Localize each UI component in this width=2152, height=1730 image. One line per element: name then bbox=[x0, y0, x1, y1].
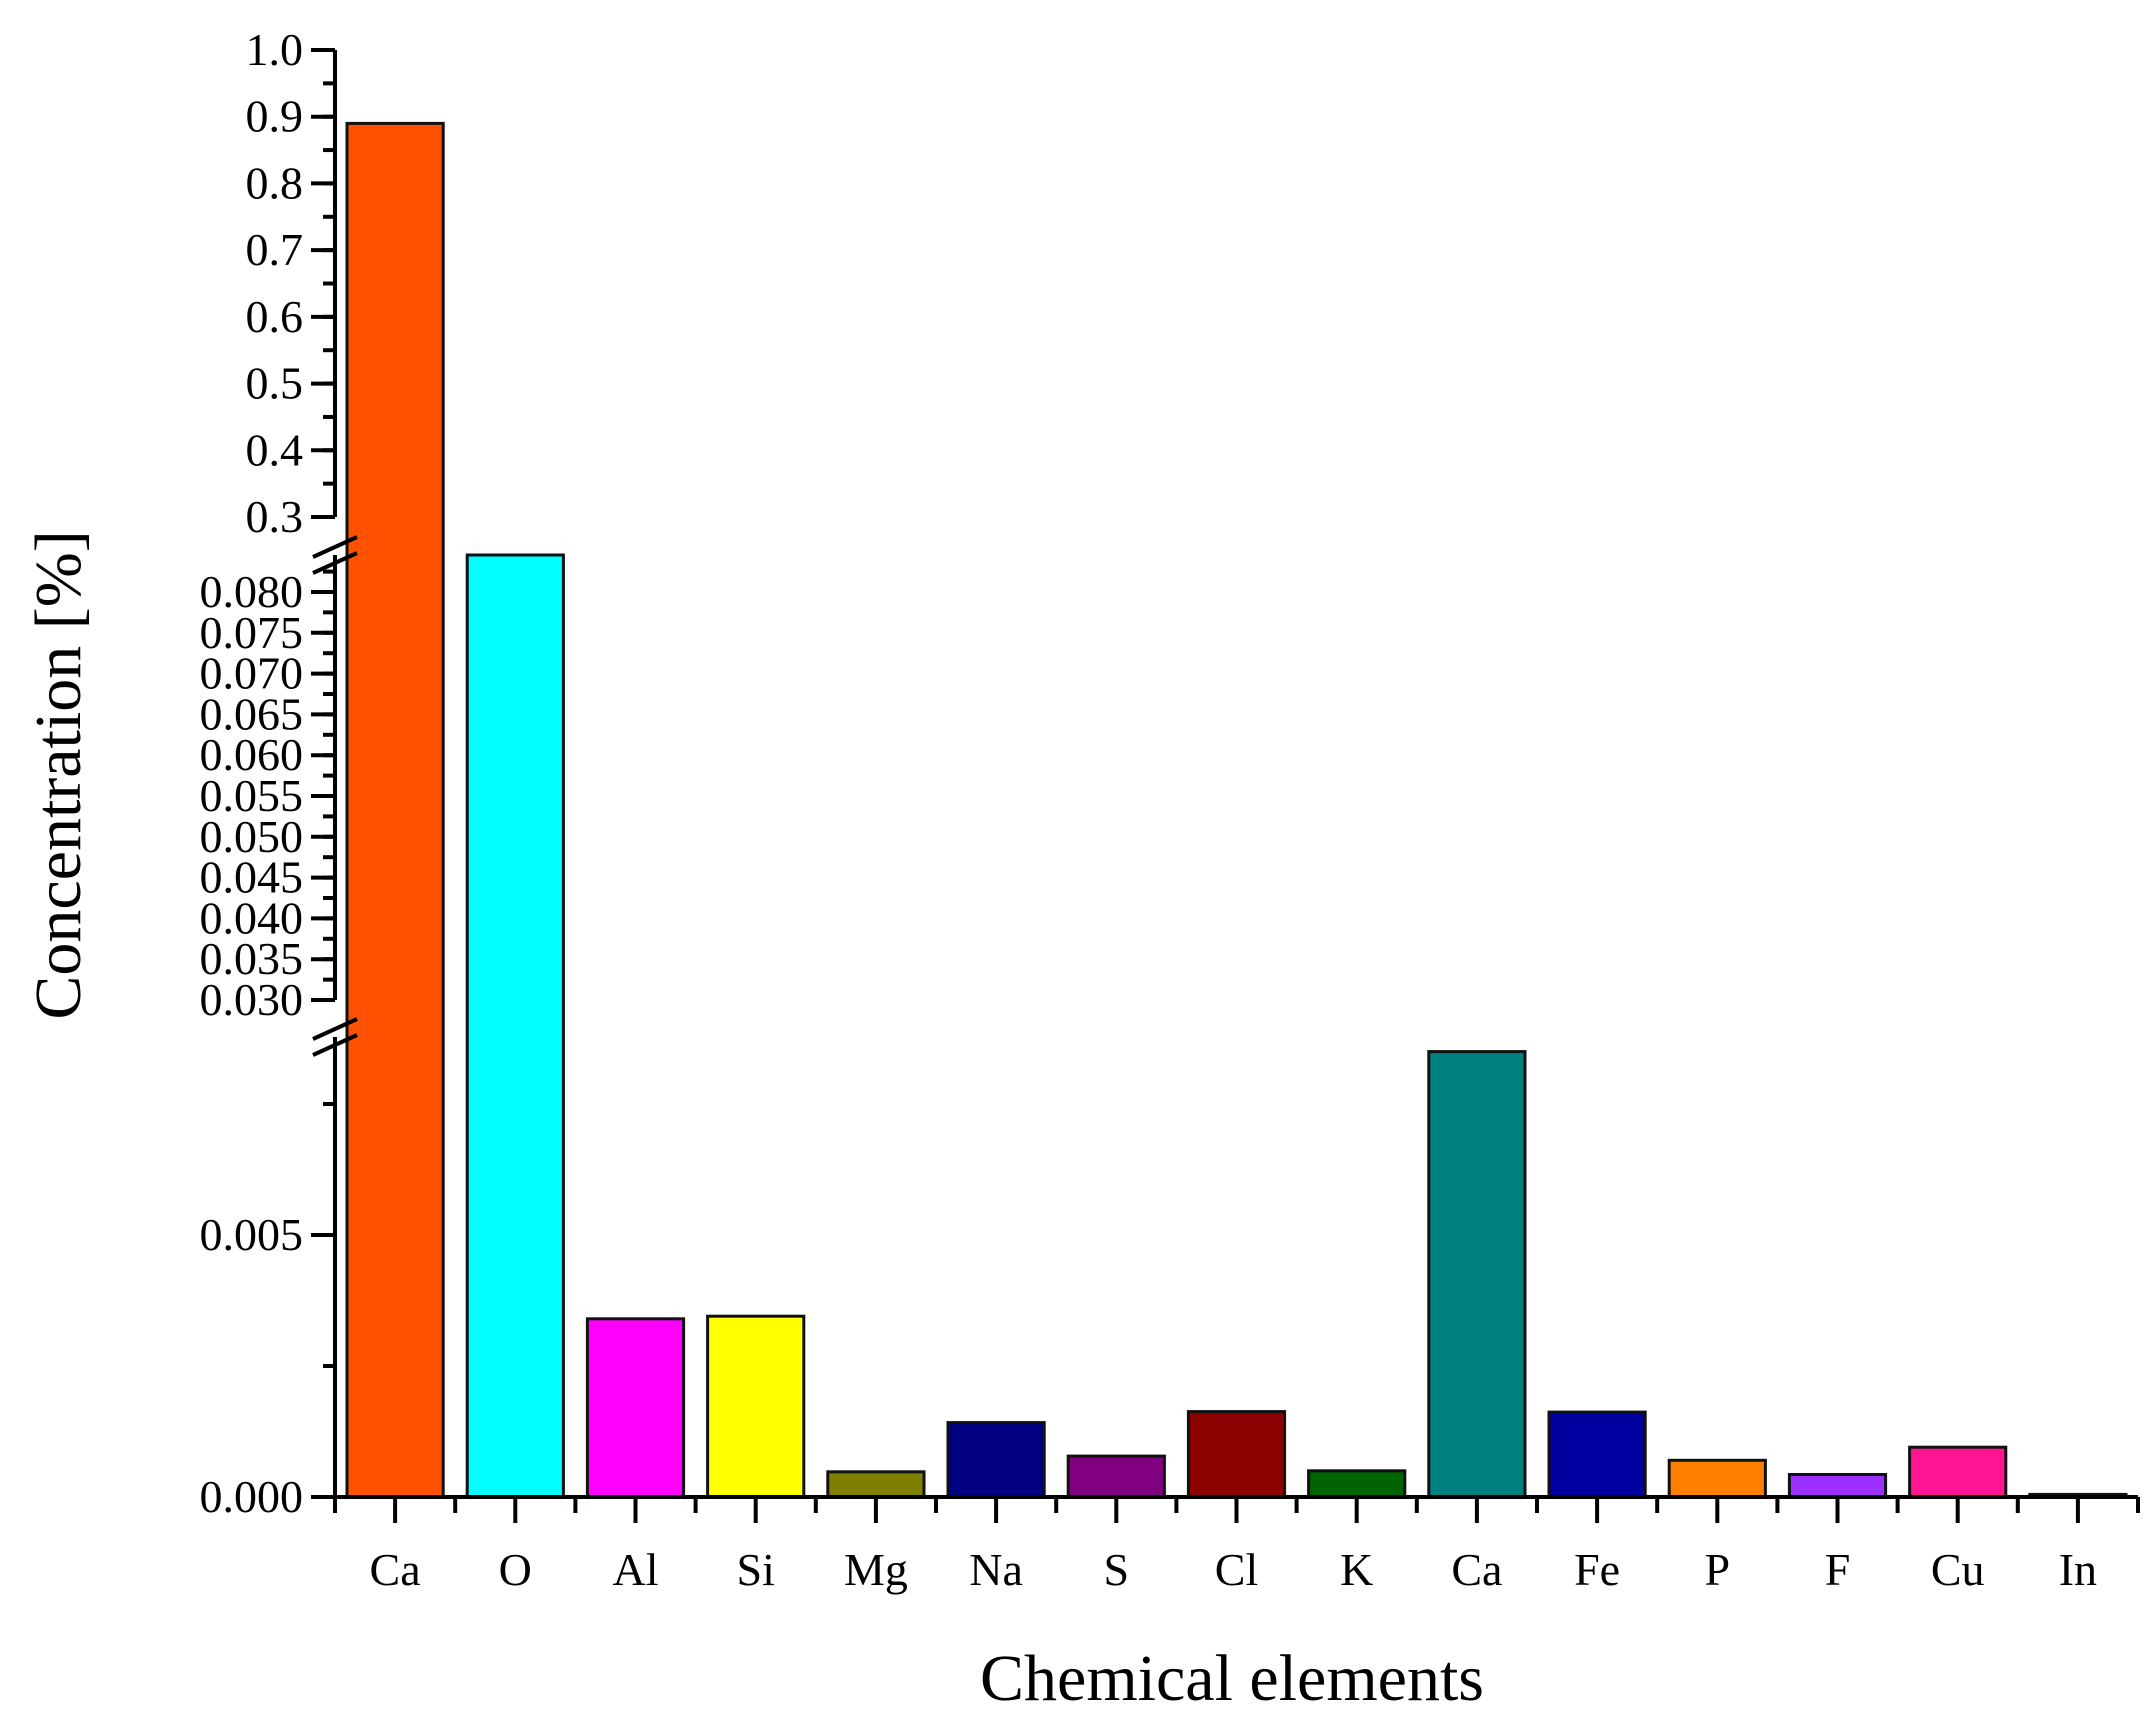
bar-si-3 bbox=[706, 1314, 806, 1499]
y-tick-label: 1.0 bbox=[246, 24, 304, 75]
y-tick-label: 0.065 bbox=[200, 688, 304, 739]
x-tick-label-k: K bbox=[1340, 1544, 1373, 1595]
x-tick-label-ca: Ca bbox=[1451, 1544, 1502, 1595]
bar-fe-10 bbox=[1547, 1410, 1647, 1499]
y-tick-label: 0.075 bbox=[200, 607, 304, 658]
y-tick-label: 0.040 bbox=[200, 892, 304, 943]
y-tick-label: 0.3 bbox=[246, 491, 304, 542]
x-tick-label-ca: Ca bbox=[370, 1544, 421, 1595]
y-tick-label: 0.4 bbox=[246, 424, 304, 475]
bar-k-8 bbox=[1307, 1469, 1407, 1499]
x-tick-label-p: P bbox=[1705, 1544, 1731, 1595]
axis-break-mark-0-0 bbox=[312, 1017, 358, 1041]
x-tick-label-s: S bbox=[1104, 1544, 1130, 1595]
x-tick-label-na: Na bbox=[969, 1544, 1023, 1595]
x-axis-title: Chemical elements bbox=[980, 1642, 1484, 1715]
y-tick-label: 0.050 bbox=[200, 811, 304, 862]
x-tick-label-mg: Mg bbox=[844, 1544, 908, 1595]
x-tick-label-o: O bbox=[499, 1544, 532, 1595]
bar-o-1 bbox=[465, 553, 565, 1499]
bar-cu-13 bbox=[1908, 1445, 2008, 1499]
bars-group bbox=[345, 121, 2128, 1499]
bar-ca-0 bbox=[345, 121, 445, 1499]
bar-cl-7 bbox=[1186, 1410, 1287, 1499]
y-tick-label: 0.035 bbox=[200, 933, 304, 984]
axes-group bbox=[312, 50, 2138, 1499]
x-tick-label-cl: Cl bbox=[1215, 1544, 1258, 1595]
axis-break-mark-1-0 bbox=[312, 535, 358, 559]
x-ticks-group: Ca O Al Si Mg Na S Cl K Ca Fe P F Cu In bbox=[333, 1497, 2140, 1595]
bar-al-2 bbox=[585, 1317, 686, 1499]
axis-break-mark-1-1 bbox=[312, 551, 358, 575]
y-ticks-group: 0.000 0.005 0.0300.0350.0400.0450.0500.055… bbox=[200, 24, 335, 1522]
axis-break-mark-0-1 bbox=[312, 1033, 358, 1057]
y-tick-label: 0.8 bbox=[246, 157, 304, 208]
y-tick-label: 0.9 bbox=[246, 91, 304, 142]
y-tick-label: 0.6 bbox=[246, 291, 304, 342]
y-axis-title: Concentration [%] bbox=[22, 530, 95, 1019]
y-tick-label: 0.000 bbox=[200, 1471, 304, 1522]
y-tick-label: 0.060 bbox=[200, 729, 304, 780]
y-tick-label: 0.045 bbox=[200, 852, 304, 903]
bar-s-6 bbox=[1066, 1454, 1166, 1499]
bar-ca-9 bbox=[1427, 1050, 1527, 1499]
y-tick-label: 0.005 bbox=[200, 1209, 304, 1260]
bar-f-12 bbox=[1787, 1473, 1888, 1499]
y-tick-label: 0.055 bbox=[200, 770, 304, 821]
y-tick-label: 0.080 bbox=[200, 566, 304, 617]
y-tick-label: 0.030 bbox=[200, 974, 304, 1025]
x-tick-label-cu: Cu bbox=[1931, 1544, 1985, 1595]
x-tick-label-fe: Fe bbox=[1574, 1544, 1620, 1595]
x-tick-label-al: Al bbox=[613, 1544, 659, 1595]
x-tick-label-si: Si bbox=[737, 1544, 775, 1595]
y-tick-label: 0.7 bbox=[246, 224, 304, 275]
y-tick-label: 0.5 bbox=[246, 358, 304, 409]
bar-mg-4 bbox=[826, 1470, 926, 1499]
bar-na-5 bbox=[946, 1421, 1046, 1499]
x-tick-label-f: F bbox=[1825, 1544, 1851, 1595]
y-tick-label: 0.070 bbox=[200, 648, 304, 699]
x-tick-label-in: In bbox=[2059, 1544, 2097, 1595]
bar-p-11 bbox=[1667, 1458, 1767, 1499]
